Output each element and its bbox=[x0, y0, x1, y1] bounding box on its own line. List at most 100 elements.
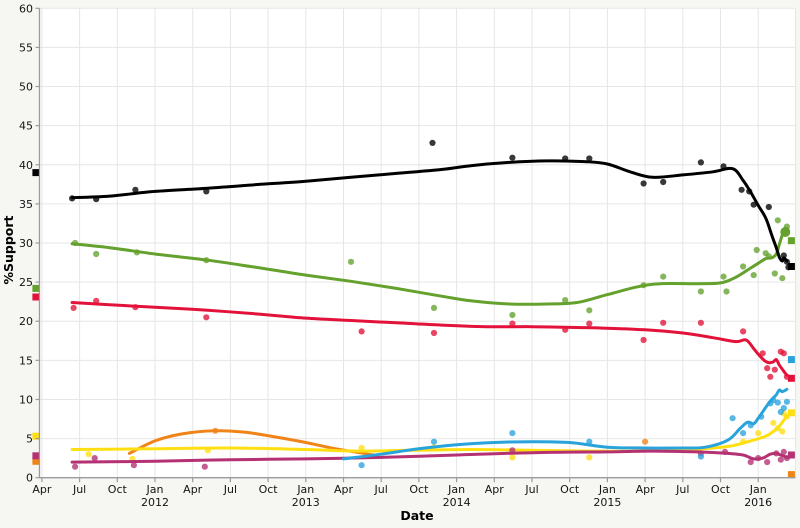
poll-dot-green bbox=[697, 288, 705, 295]
x-tick-year-label: 2013 bbox=[292, 496, 320, 509]
poll-dot-black bbox=[640, 180, 647, 187]
x-tick-label: Jul bbox=[72, 483, 86, 496]
poll-dot-black bbox=[697, 159, 705, 166]
poll-dot-black bbox=[429, 139, 436, 146]
x-tick-label: Oct bbox=[409, 483, 429, 496]
poll-dot-green bbox=[347, 258, 355, 265]
poll-dot-yellow bbox=[509, 454, 516, 461]
poll-dot-lightblue bbox=[740, 430, 747, 437]
poll-dot-red bbox=[740, 328, 747, 335]
poll-dot-red bbox=[509, 320, 516, 327]
result-marker-black-start bbox=[32, 169, 40, 177]
x-tick-label: Oct bbox=[108, 483, 128, 496]
poll-dot-green bbox=[93, 250, 100, 258]
result-marker-red-start bbox=[32, 293, 40, 301]
poll-dot-green bbox=[740, 263, 747, 270]
y-tick-label: 15 bbox=[19, 354, 33, 367]
x-tick-label: Oct bbox=[560, 483, 580, 496]
y-tick-label: 25 bbox=[19, 276, 33, 289]
x-tick-label: Oct bbox=[711, 483, 731, 496]
poll-dot-lightblue bbox=[783, 398, 791, 405]
poll-dot-red bbox=[640, 336, 647, 344]
poll-dot-green bbox=[660, 273, 667, 280]
result-marker-red-end bbox=[787, 374, 795, 382]
x-tick-label: Jul bbox=[524, 483, 538, 496]
trend-line-magenta bbox=[70, 449, 789, 464]
x-tick-label: Jan bbox=[749, 483, 767, 496]
poll-dot-magenta bbox=[777, 456, 784, 463]
y-tick-label: 35 bbox=[19, 198, 33, 211]
result-marker-lightblue-end bbox=[787, 356, 795, 364]
poll-dot-green bbox=[509, 311, 516, 319]
poll-dot-green bbox=[750, 272, 757, 279]
series-green bbox=[70, 217, 791, 319]
poll-dot-magenta bbox=[91, 455, 98, 462]
poll-dot-magenta bbox=[747, 459, 754, 466]
poll-dot-green bbox=[771, 270, 778, 277]
poll-dot-red bbox=[780, 350, 787, 357]
result-marker-green-end bbox=[787, 237, 795, 245]
data-series bbox=[32, 139, 795, 479]
poll-dot-lightblue bbox=[697, 453, 705, 460]
poll-dot-red bbox=[767, 373, 774, 380]
y-tick-label: 60 bbox=[19, 2, 33, 15]
x-tick-label: Apr bbox=[485, 483, 505, 496]
poll-dots-yellow bbox=[85, 410, 791, 462]
poll-dot-yellow bbox=[755, 430, 762, 437]
x-tick-label: Jul bbox=[223, 483, 237, 496]
trend-line-lightblue bbox=[342, 387, 789, 461]
x-tick-label: Jan bbox=[598, 483, 616, 496]
poll-dot-magenta bbox=[130, 462, 137, 469]
poll-dot-green bbox=[779, 275, 786, 282]
poll-dot-green bbox=[720, 273, 727, 280]
gridlines bbox=[39, 7, 796, 478]
y-tick-label: 20 bbox=[19, 315, 33, 328]
poll-dot-red bbox=[697, 319, 705, 326]
result-marker-black-end bbox=[787, 263, 795, 270]
x-tick-label: Apr bbox=[32, 483, 52, 496]
poll-dot-red bbox=[771, 366, 778, 373]
y-tick-label: 50 bbox=[19, 81, 33, 94]
poll-dot-red bbox=[358, 328, 365, 335]
poll-dot-magenta bbox=[201, 463, 208, 470]
poll-dot-green bbox=[753, 246, 760, 254]
result-marker-orange-start bbox=[32, 457, 40, 465]
poll-dot-lightblue bbox=[774, 399, 781, 406]
poll-dot-black bbox=[509, 154, 516, 161]
poll-dot-black bbox=[780, 252, 787, 259]
poll-dot-red bbox=[759, 350, 766, 357]
poll-dot-black bbox=[738, 186, 745, 193]
series-lightblue bbox=[342, 387, 791, 469]
poll-dot-black bbox=[765, 203, 772, 211]
series-orange bbox=[127, 427, 649, 457]
y-tick-label: 55 bbox=[19, 41, 33, 54]
poll-dot-magenta bbox=[72, 463, 79, 470]
poll-dot-yellow bbox=[770, 419, 777, 426]
result-marker-green-start bbox=[32, 284, 40, 292]
x-tick-year-label: 2015 bbox=[593, 496, 621, 509]
x-tick-label: Apr bbox=[183, 483, 203, 496]
poll-dot-black bbox=[586, 155, 593, 162]
poll-dot-green bbox=[774, 217, 781, 224]
poll-dot-black bbox=[660, 178, 667, 186]
poll-dot-green bbox=[430, 304, 438, 311]
poll-dot-lightblue bbox=[509, 430, 516, 437]
trend-line-black bbox=[70, 159, 789, 263]
x-tick-year-label: 2012 bbox=[141, 496, 169, 509]
y-tick-label: 0 bbox=[26, 472, 33, 485]
x-tick-label: Oct bbox=[259, 483, 279, 496]
x-tick-label: Apr bbox=[334, 483, 354, 496]
poll-dot-green bbox=[586, 307, 593, 314]
x-tick-label: Jul bbox=[675, 483, 689, 496]
y-tick-label: 10 bbox=[19, 394, 33, 407]
result-marker-magenta-end bbox=[787, 451, 795, 459]
x-axis-label: Date bbox=[400, 508, 433, 523]
result-marker-yellow-start bbox=[32, 432, 40, 440]
y-tick-label: 30 bbox=[19, 237, 33, 250]
poll-dot-magenta bbox=[780, 448, 787, 455]
x-tick-label: Jan bbox=[296, 483, 314, 496]
poll-dot-green bbox=[562, 297, 569, 304]
